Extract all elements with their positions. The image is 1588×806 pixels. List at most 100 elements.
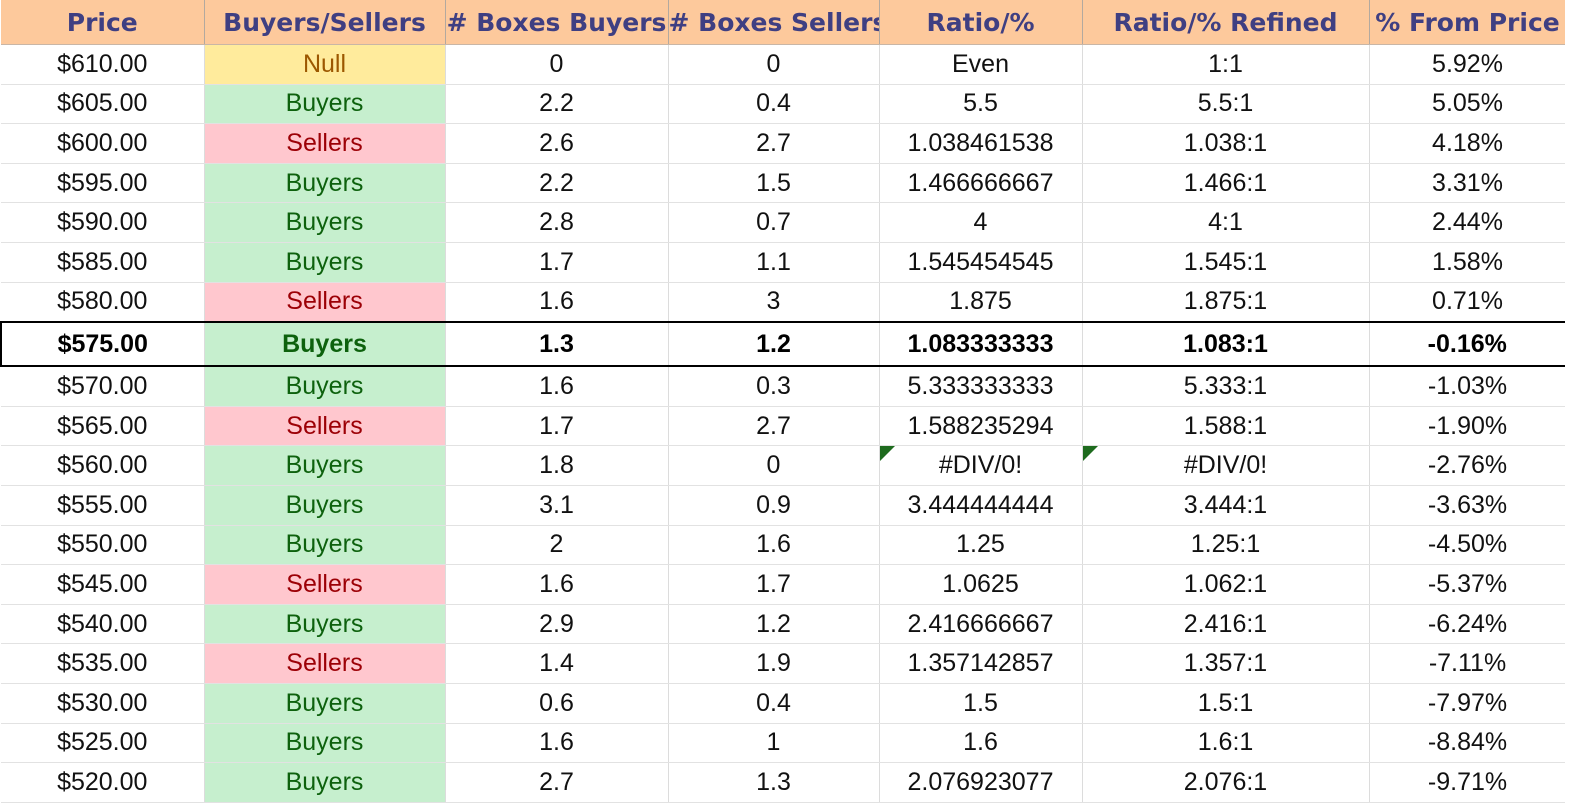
buyers-sellers-cell[interactable]: Sellers bbox=[204, 282, 446, 323]
ratio-refined-cell[interactable]: 1.5:1 bbox=[1082, 683, 1370, 724]
price-cell[interactable]: $565.00 bbox=[1, 406, 205, 447]
boxes-sellers-cell[interactable]: 0.3 bbox=[668, 366, 880, 407]
boxes-buyers-cell[interactable]: 1.6 bbox=[445, 564, 669, 605]
price-cell[interactable]: $570.00 bbox=[1, 366, 205, 407]
from-price-cell[interactable]: -9.71% bbox=[1369, 762, 1567, 803]
boxes-buyers-cell[interactable]: 3.1 bbox=[445, 485, 669, 526]
ratio-cell[interactable]: 1.545454545 bbox=[879, 242, 1083, 283]
ratio-cell[interactable]: 2.076923077 bbox=[879, 762, 1083, 803]
buyers-sellers-cell[interactable]: Buyers bbox=[204, 366, 446, 407]
boxes-buyers-cell[interactable]: 2.2 bbox=[445, 163, 669, 204]
ratio-cell[interactable]: 2.416666667 bbox=[879, 604, 1083, 645]
boxes-buyers-cell[interactable]: 1.6 bbox=[445, 366, 669, 407]
buyers-sellers-cell[interactable]: Sellers bbox=[204, 564, 446, 605]
buyers-sellers-cell[interactable]: Buyers bbox=[204, 485, 446, 526]
ratio-refined-cell[interactable]: 3.444:1 bbox=[1082, 485, 1370, 526]
from-price-cell[interactable]: -6.24% bbox=[1369, 604, 1567, 645]
ratio-cell[interactable]: 1.357142857 bbox=[879, 643, 1083, 684]
price-cell[interactable]: $600.00 bbox=[1, 123, 205, 164]
boxes-sellers-cell[interactable]: 1.3 bbox=[668, 762, 880, 803]
from-price-cell[interactable]: -0.16% bbox=[1369, 321, 1567, 368]
buyers-sellers-cell[interactable]: Buyers bbox=[204, 321, 446, 368]
from-price-cell[interactable]: 5.92% bbox=[1369, 44, 1567, 85]
from-price-cell[interactable]: 2.44% bbox=[1369, 202, 1567, 243]
ratio-cell[interactable]: 4 bbox=[879, 202, 1083, 243]
ratio-refined-cell[interactable]: 2.416:1 bbox=[1082, 604, 1370, 645]
boxes-sellers-cell[interactable]: 1.2 bbox=[668, 604, 880, 645]
buyers-sellers-cell[interactable]: Sellers bbox=[204, 123, 446, 164]
ratio-cell[interactable]: 1.038461538 bbox=[879, 123, 1083, 164]
ratio-cell[interactable]: 1.466666667 bbox=[879, 163, 1083, 204]
ratio-refined-cell[interactable]: 5.5:1 bbox=[1082, 84, 1370, 125]
buyers-sellers-cell[interactable]: Buyers bbox=[204, 242, 446, 283]
buyers-sellers-cell[interactable]: Buyers bbox=[204, 762, 446, 803]
boxes-buyers-cell[interactable]: 1.7 bbox=[445, 242, 669, 283]
ratio-refined-cell[interactable]: 1.357:1 bbox=[1082, 643, 1370, 684]
buyers-sellers-cell[interactable]: Sellers bbox=[204, 406, 446, 447]
price-cell[interactable]: $605.00 bbox=[1, 84, 205, 125]
buyers-sellers-cell[interactable]: Buyers bbox=[204, 604, 446, 645]
boxes-buyers-cell[interactable]: 2.8 bbox=[445, 202, 669, 243]
price-cell[interactable]: $595.00 bbox=[1, 163, 205, 204]
price-cell[interactable]: $545.00 bbox=[1, 564, 205, 605]
price-cell[interactable]: $580.00 bbox=[1, 282, 205, 323]
ratio-refined-cell[interactable]: 2.076:1 bbox=[1082, 762, 1370, 803]
from-price-cell[interactable]: 3.31% bbox=[1369, 163, 1567, 204]
from-price-cell[interactable]: -8.84% bbox=[1369, 723, 1567, 764]
from-price-cell[interactable]: 4.18% bbox=[1369, 123, 1567, 164]
column-header-ratio[interactable]: Ratio/% bbox=[879, 0, 1083, 45]
ratio-cell[interactable]: 5.5 bbox=[879, 84, 1083, 125]
ratio-cell[interactable]: 1.0625 bbox=[879, 564, 1083, 605]
ratio-refined-cell[interactable]: 1.466:1 bbox=[1082, 163, 1370, 204]
boxes-sellers-cell[interactable]: 0.4 bbox=[668, 683, 880, 724]
price-cell[interactable]: $610.00 bbox=[1, 44, 205, 85]
boxes-buyers-cell[interactable]: 1.6 bbox=[445, 282, 669, 323]
boxes-buyers-cell[interactable]: 2.9 bbox=[445, 604, 669, 645]
price-cell[interactable]: $530.00 bbox=[1, 683, 205, 724]
column-header-boxes-sellers[interactable]: # Boxes Sellers bbox=[668, 0, 880, 45]
boxes-buyers-cell[interactable]: 1.3 bbox=[445, 321, 669, 368]
boxes-sellers-cell[interactable]: 1 bbox=[668, 723, 880, 764]
boxes-buyers-cell[interactable]: 1.4 bbox=[445, 643, 669, 684]
from-price-cell[interactable]: -5.37% bbox=[1369, 564, 1567, 605]
ratio-cell[interactable]: 1.875 bbox=[879, 282, 1083, 323]
boxes-buyers-cell[interactable]: 0 bbox=[445, 44, 669, 85]
ratio-cell[interactable]: 3.444444444 bbox=[879, 485, 1083, 526]
price-cell[interactable]: $540.00 bbox=[1, 604, 205, 645]
from-price-cell[interactable]: -3.63% bbox=[1369, 485, 1567, 526]
boxes-sellers-cell[interactable]: 0 bbox=[668, 44, 880, 85]
boxes-sellers-cell[interactable]: 3 bbox=[668, 282, 880, 323]
price-cell[interactable]: $560.00 bbox=[1, 445, 205, 486]
from-price-cell[interactable]: -1.03% bbox=[1369, 366, 1567, 407]
boxes-sellers-cell[interactable]: 1.9 bbox=[668, 643, 880, 684]
ratio-refined-cell[interactable]: 1.038:1 bbox=[1082, 123, 1370, 164]
price-cell[interactable]: $535.00 bbox=[1, 643, 205, 684]
buyers-sellers-cell[interactable]: Buyers bbox=[204, 525, 446, 566]
ratio-cell[interactable]: 1.083333333 bbox=[879, 321, 1083, 368]
ratio-cell[interactable]: 5.333333333 bbox=[879, 366, 1083, 407]
ratio-refined-cell[interactable]: 1.588:1 bbox=[1082, 406, 1370, 447]
buyers-sellers-cell[interactable]: Buyers bbox=[204, 445, 446, 486]
boxes-sellers-cell[interactable]: 0.7 bbox=[668, 202, 880, 243]
price-cell[interactable]: $590.00 bbox=[1, 202, 205, 243]
column-header-ratio-refined[interactable]: Ratio/% Refined bbox=[1082, 0, 1370, 45]
boxes-sellers-cell[interactable]: 0.4 bbox=[668, 84, 880, 125]
buyers-sellers-cell[interactable]: Buyers bbox=[204, 683, 446, 724]
ratio-refined-cell[interactable]: 4:1 bbox=[1082, 202, 1370, 243]
from-price-cell[interactable]: -7.97% bbox=[1369, 683, 1567, 724]
boxes-sellers-cell[interactable]: 2.7 bbox=[668, 406, 880, 447]
ratio-cell[interactable]: 1.588235294 bbox=[879, 406, 1083, 447]
boxes-sellers-cell[interactable]: 1.2 bbox=[668, 321, 880, 368]
boxes-sellers-cell[interactable]: 1.6 bbox=[668, 525, 880, 566]
error-indicator-icon[interactable] bbox=[879, 446, 895, 462]
from-price-cell[interactable]: 1.58% bbox=[1369, 242, 1567, 283]
column-header-buyers-sellers[interactable]: Buyers/Sellers bbox=[204, 0, 446, 45]
ratio-cell[interactable]: 1.6 bbox=[879, 723, 1083, 764]
ratio-refined-cell[interactable]: 1.875:1 bbox=[1082, 282, 1370, 323]
from-price-cell[interactable]: 5.05% bbox=[1369, 84, 1567, 125]
buyers-sellers-cell[interactable]: Buyers bbox=[204, 723, 446, 764]
buyers-sellers-cell[interactable]: Buyers bbox=[204, 84, 446, 125]
ratio-refined-cell[interactable]: 1.25:1 bbox=[1082, 525, 1370, 566]
price-cell[interactable]: $550.00 bbox=[1, 525, 205, 566]
ratio-refined-cell[interactable]: 1.062:1 bbox=[1082, 564, 1370, 605]
